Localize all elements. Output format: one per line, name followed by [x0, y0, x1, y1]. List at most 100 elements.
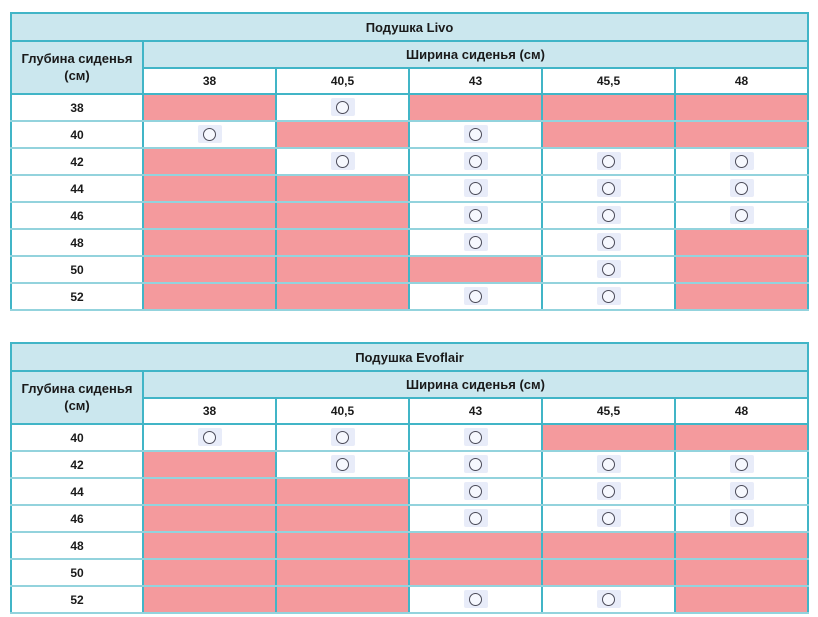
radio-button[interactable] [729, 152, 754, 171]
width-column-header: 38 [142, 397, 277, 425]
radio-button[interactable] [197, 125, 222, 144]
cell-available [673, 201, 810, 230]
cell-unavailable [142, 558, 277, 587]
cell-unavailable [142, 282, 277, 311]
depth-row-label: 42 [10, 450, 144, 479]
cell-available [674, 477, 809, 506]
radio-button[interactable] [197, 428, 222, 447]
cell-available [541, 585, 676, 614]
cell-available [275, 423, 410, 452]
radio-button[interactable] [596, 233, 621, 252]
radio-button[interactable] [729, 482, 754, 501]
radio-button[interactable] [463, 455, 488, 474]
radio-button[interactable] [463, 287, 488, 306]
depth-row-label: 44 [10, 477, 144, 506]
depth-row-label: 50 [10, 255, 144, 284]
radio-circle-icon [469, 181, 482, 195]
radio-button[interactable] [596, 482, 621, 501]
cell-unavailable [673, 93, 810, 122]
cell-unavailable [275, 504, 410, 533]
cell-available [408, 450, 543, 479]
cell-unavailable [275, 531, 410, 560]
cell-available [275, 93, 410, 122]
table-title: Подушка Livo [9, 12, 810, 42]
cell-available [541, 147, 676, 176]
depth-row-label: 38 [10, 93, 144, 122]
width-values-row: 38 40,5 43 45,5 48 [11, 397, 809, 425]
radio-button[interactable] [463, 590, 488, 609]
radio-button[interactable] [463, 152, 488, 171]
cell-unavailable [674, 585, 809, 614]
radio-button[interactable] [330, 152, 355, 171]
table-row: 42 [10, 147, 810, 176]
radio-circle-icon [469, 235, 482, 249]
seat-depth-header: Глубина сиденья (см) [10, 40, 144, 95]
cell-unavailable [275, 558, 410, 587]
width-column-header: 40,5 [275, 397, 410, 425]
radio-button[interactable] [596, 590, 621, 609]
width-values-row: 38 40,5 43 45,5 48 [11, 67, 810, 95]
radio-button[interactable] [463, 428, 488, 447]
depth-row-label: 46 [10, 504, 144, 533]
depth-row-label: 48 [10, 531, 144, 560]
depth-row-label: 50 [10, 558, 144, 587]
cell-unavailable [275, 120, 410, 149]
radio-button[interactable] [330, 455, 355, 474]
cell-available [408, 477, 543, 506]
table-row: 48 [10, 228, 810, 257]
depth-row-label: 44 [10, 174, 144, 203]
size-compatibility-page: Подушка Livo Глубина сиденья (см) Ширина… [9, 12, 810, 614]
cell-available [408, 147, 543, 176]
table-row: 42 [10, 450, 809, 479]
cell-available [275, 450, 410, 479]
cell-unavailable [275, 174, 410, 203]
radio-circle-icon [469, 154, 482, 168]
cell-unavailable [142, 504, 277, 533]
cell-unavailable [541, 531, 676, 560]
radio-circle-icon [602, 235, 615, 249]
width-column-header: 48 [674, 397, 809, 425]
radio-button[interactable] [596, 287, 621, 306]
cell-unavailable [541, 93, 676, 122]
cell-unavailable [275, 477, 410, 506]
cell-available [541, 255, 676, 284]
radio-button[interactable] [596, 509, 621, 528]
header-row: Глубина сиденья (см) Ширина сиденья (см) [10, 40, 810, 95]
cushion-size-table-section: Подушка Evoflair Глубина сиденья (см) Ши… [10, 342, 809, 614]
radio-button[interactable] [596, 152, 621, 171]
radio-circle-icon [735, 154, 749, 168]
radio-button[interactable] [729, 509, 754, 528]
cell-available [408, 504, 543, 533]
cell-available [408, 228, 543, 257]
radio-button[interactable] [463, 125, 488, 144]
radio-circle-icon [735, 511, 748, 525]
cell-unavailable [408, 93, 543, 122]
radio-circle-icon [469, 592, 482, 606]
table-row: 40 [10, 423, 809, 452]
cell-available [541, 228, 676, 257]
radio-button[interactable] [729, 206, 754, 225]
radio-button[interactable] [330, 428, 355, 447]
seat-width-header: Ширина сиденья (см) [142, 370, 809, 399]
radio-button[interactable] [729, 455, 754, 474]
radio-button[interactable] [596, 455, 621, 474]
radio-button[interactable] [463, 482, 488, 501]
radio-button[interactable] [596, 260, 621, 279]
cell-available [541, 282, 676, 311]
radio-button[interactable] [596, 179, 621, 198]
radio-button[interactable] [596, 206, 621, 225]
radio-button[interactable] [330, 98, 355, 117]
radio-circle-icon [469, 511, 482, 525]
radio-button[interactable] [463, 233, 488, 252]
cell-available [673, 147, 810, 176]
width-column-header: 40,5 [275, 67, 410, 95]
table-row: 48 [10, 531, 809, 560]
radio-button[interactable] [463, 206, 488, 225]
cell-unavailable [673, 255, 810, 284]
table-row: 44 [10, 477, 809, 506]
cushion-size-table: Подушка Evoflair Глубина сиденья (см) Ши… [10, 342, 809, 614]
radio-button[interactable] [463, 179, 488, 198]
cushion-size-table: Подушка Livo Глубина сиденья (см) Ширина… [9, 12, 810, 311]
radio-button[interactable] [729, 179, 754, 198]
radio-button[interactable] [463, 509, 488, 528]
